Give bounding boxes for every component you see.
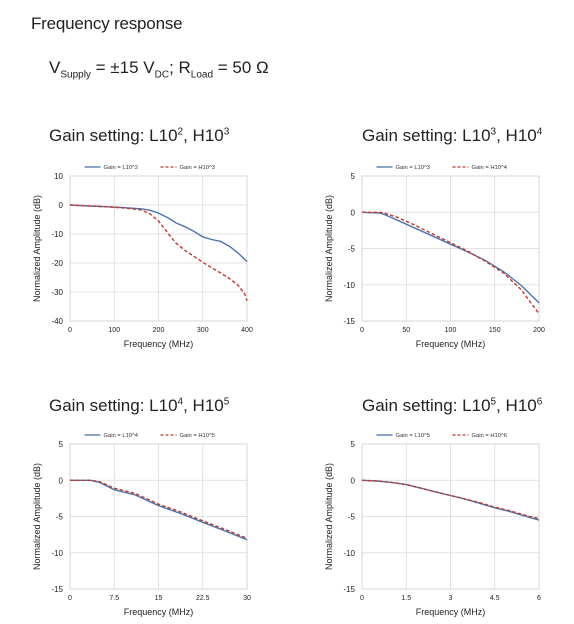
title-mid: , H10	[183, 126, 224, 145]
panel-title: Gain setting: L105, H106	[362, 396, 542, 416]
y-tick-label: -10	[51, 230, 63, 239]
y-tick-label: -15	[51, 585, 63, 594]
y-tick-label: -5	[348, 513, 356, 522]
x-tick-label: 200	[533, 327, 545, 334]
panel-title: Gain setting: L102, H103	[49, 126, 229, 146]
y-tick-label: 5	[351, 172, 356, 181]
test-conditions: VSupply = ±15 VDC; RLoad = 50 Ω	[49, 58, 269, 80]
y-tick-label: -15	[343, 317, 355, 326]
title-mid: , H10	[496, 396, 537, 415]
series-line	[361, 211, 540, 304]
x-tick-label: 0	[68, 327, 72, 334]
title-mid: , H10	[183, 396, 224, 415]
series-line	[69, 204, 248, 301]
panel-title: Gain setting: L103, H104	[362, 126, 542, 146]
x-tick-label: 0	[360, 327, 364, 334]
legend-label: Gain = L10^5	[396, 433, 430, 439]
y-tick-label: -30	[51, 288, 63, 297]
series-line	[362, 211, 540, 315]
y-tick-label: 0	[351, 476, 356, 485]
x-tick-label: 3	[449, 595, 453, 602]
r-value: = 50 Ω	[213, 58, 269, 77]
title-sup-high: 3	[223, 126, 230, 138]
x-tick-label: 0	[360, 595, 364, 602]
y-tick-label: 5	[351, 440, 356, 449]
y-axis-label: Normalized Amplitude (dB)	[32, 195, 42, 302]
y-tick-label: -10	[51, 549, 63, 558]
x-tick-label: 300	[197, 327, 209, 334]
y-tick-label: -5	[348, 245, 356, 254]
x-tick-label: 4.5	[490, 595, 500, 602]
y-tick-label: -40	[51, 317, 63, 326]
page-heading: Frequency response	[31, 14, 183, 33]
x-tick-label: 200	[153, 327, 165, 334]
title-prefix: Gain setting: L10	[362, 396, 491, 415]
title-sup-low: 2	[177, 126, 184, 138]
title-sup-high: 5	[223, 396, 230, 408]
legend-label: Gain = H10^3	[180, 165, 215, 171]
y-tick-label: -5	[56, 513, 64, 522]
x-tick-label: 15	[155, 595, 163, 602]
title-prefix: Gain setting: L10	[49, 126, 178, 145]
legend-label: Gain = L10^2	[104, 165, 138, 171]
x-tick-label: 100	[108, 327, 120, 334]
v-subscript: Supply	[60, 69, 91, 81]
x-tick-label: 400	[241, 327, 253, 334]
x-tick-label: 0	[68, 595, 72, 602]
x-axis-label: Frequency (MHz)	[416, 339, 486, 349]
x-tick-label: 7.5	[109, 595, 119, 602]
legend-label: Gain = L10^4	[104, 433, 139, 439]
y-tick-label: 5	[59, 440, 64, 449]
x-tick-label: 6	[537, 595, 541, 602]
y-axis-label: Normalized Amplitude (dB)	[324, 195, 334, 302]
y-tick-label: -10	[343, 281, 355, 290]
title-prefix: Gain setting: L10	[362, 126, 491, 145]
y-axis-label: Normalized Amplitude (dB)	[324, 463, 334, 570]
x-axis-label: Frequency (MHz)	[124, 339, 194, 349]
series-line	[70, 479, 248, 539]
v-symbol: V	[49, 58, 61, 77]
title-sup-high: 6	[536, 396, 543, 408]
x-axis-label: Frequency (MHz)	[416, 607, 486, 617]
x-axis-label: Frequency (MHz)	[124, 607, 194, 617]
x-tick-label: 22.5	[196, 595, 210, 602]
r-subscript: Load	[190, 69, 214, 81]
series-line	[361, 479, 540, 520]
title-sup-low: 5	[490, 396, 497, 408]
x-tick-label: 1.5	[401, 595, 411, 602]
x-tick-label: 150	[489, 327, 501, 334]
x-tick-label: 100	[445, 327, 457, 334]
y-axis-label: Normalized Amplitude (dB)	[32, 463, 42, 570]
title-sup-high: 4	[536, 126, 543, 138]
title-sup-low: 3	[490, 126, 497, 138]
panel-title: Gain setting: L104, H105	[49, 396, 229, 416]
v-value: = ±15 V	[90, 58, 155, 77]
title-prefix: Gain setting: L10	[49, 396, 178, 415]
x-tick-label: 50	[402, 327, 410, 334]
title-sup-low: 4	[177, 396, 184, 408]
y-tick-label: -20	[51, 259, 63, 268]
legend-label: Gain = H10^6	[472, 433, 507, 439]
legend-label: Gain = H10^4	[472, 165, 508, 171]
y-tick-label: -15	[343, 585, 355, 594]
y-tick-label: 0	[59, 201, 64, 210]
y-tick-label: -10	[343, 549, 355, 558]
y-tick-label: 0	[59, 476, 64, 485]
x-tick-label: 30	[243, 595, 251, 602]
r-symbol: ; R	[169, 58, 191, 77]
v-unit-subscript: DC	[154, 69, 170, 81]
legend-label: Gain = L10^3	[396, 165, 430, 171]
y-tick-label: 10	[54, 172, 63, 181]
legend-label: Gain = H10^5	[180, 433, 215, 439]
title-mid: , H10	[496, 126, 537, 145]
y-tick-label: 0	[351, 208, 356, 217]
